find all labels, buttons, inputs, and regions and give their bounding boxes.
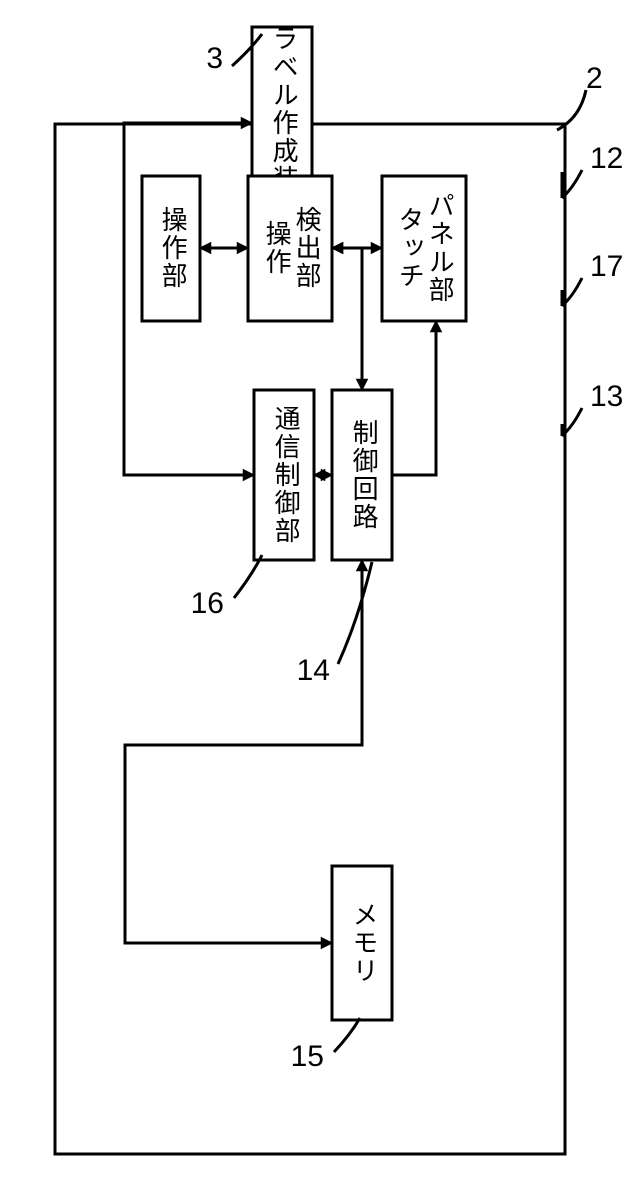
memory-box-label: メモリ bbox=[349, 901, 379, 985]
leader-15 bbox=[334, 1018, 360, 1052]
ref-num-16: 16 bbox=[191, 587, 224, 620]
arrow-ctrl-to-memory bbox=[125, 560, 362, 943]
ref-num-13: 13 bbox=[590, 380, 623, 413]
touch-panel-box-label-2: パネル部 bbox=[425, 192, 455, 304]
ref-num-12: 12 bbox=[590, 142, 623, 175]
operation-detect-box-label-1: 操作 bbox=[262, 220, 292, 276]
ref-num-3: 3 bbox=[206, 42, 223, 75]
ref-num-2: 2 bbox=[586, 62, 603, 95]
arrow-ctrl-to-touch bbox=[392, 321, 436, 475]
ref-num-14: 14 bbox=[297, 654, 330, 687]
touch-panel-box-label-1: タッチ bbox=[395, 206, 425, 290]
comm-control-box-label: 通信制御部 bbox=[271, 405, 301, 545]
ref-num-15: 15 bbox=[291, 1040, 324, 1073]
ref-num-17: 17 bbox=[590, 250, 623, 283]
control-circuit-box-label: 制御回路 bbox=[349, 419, 379, 531]
arrow-ctrl-to-opdetect bbox=[332, 248, 362, 390]
leader-14 bbox=[338, 562, 372, 664]
leader-16 bbox=[234, 555, 262, 598]
operation-detect-box-label-2: 検出部 bbox=[292, 206, 322, 290]
operation-unit-box-label: 操作部 bbox=[158, 206, 188, 290]
